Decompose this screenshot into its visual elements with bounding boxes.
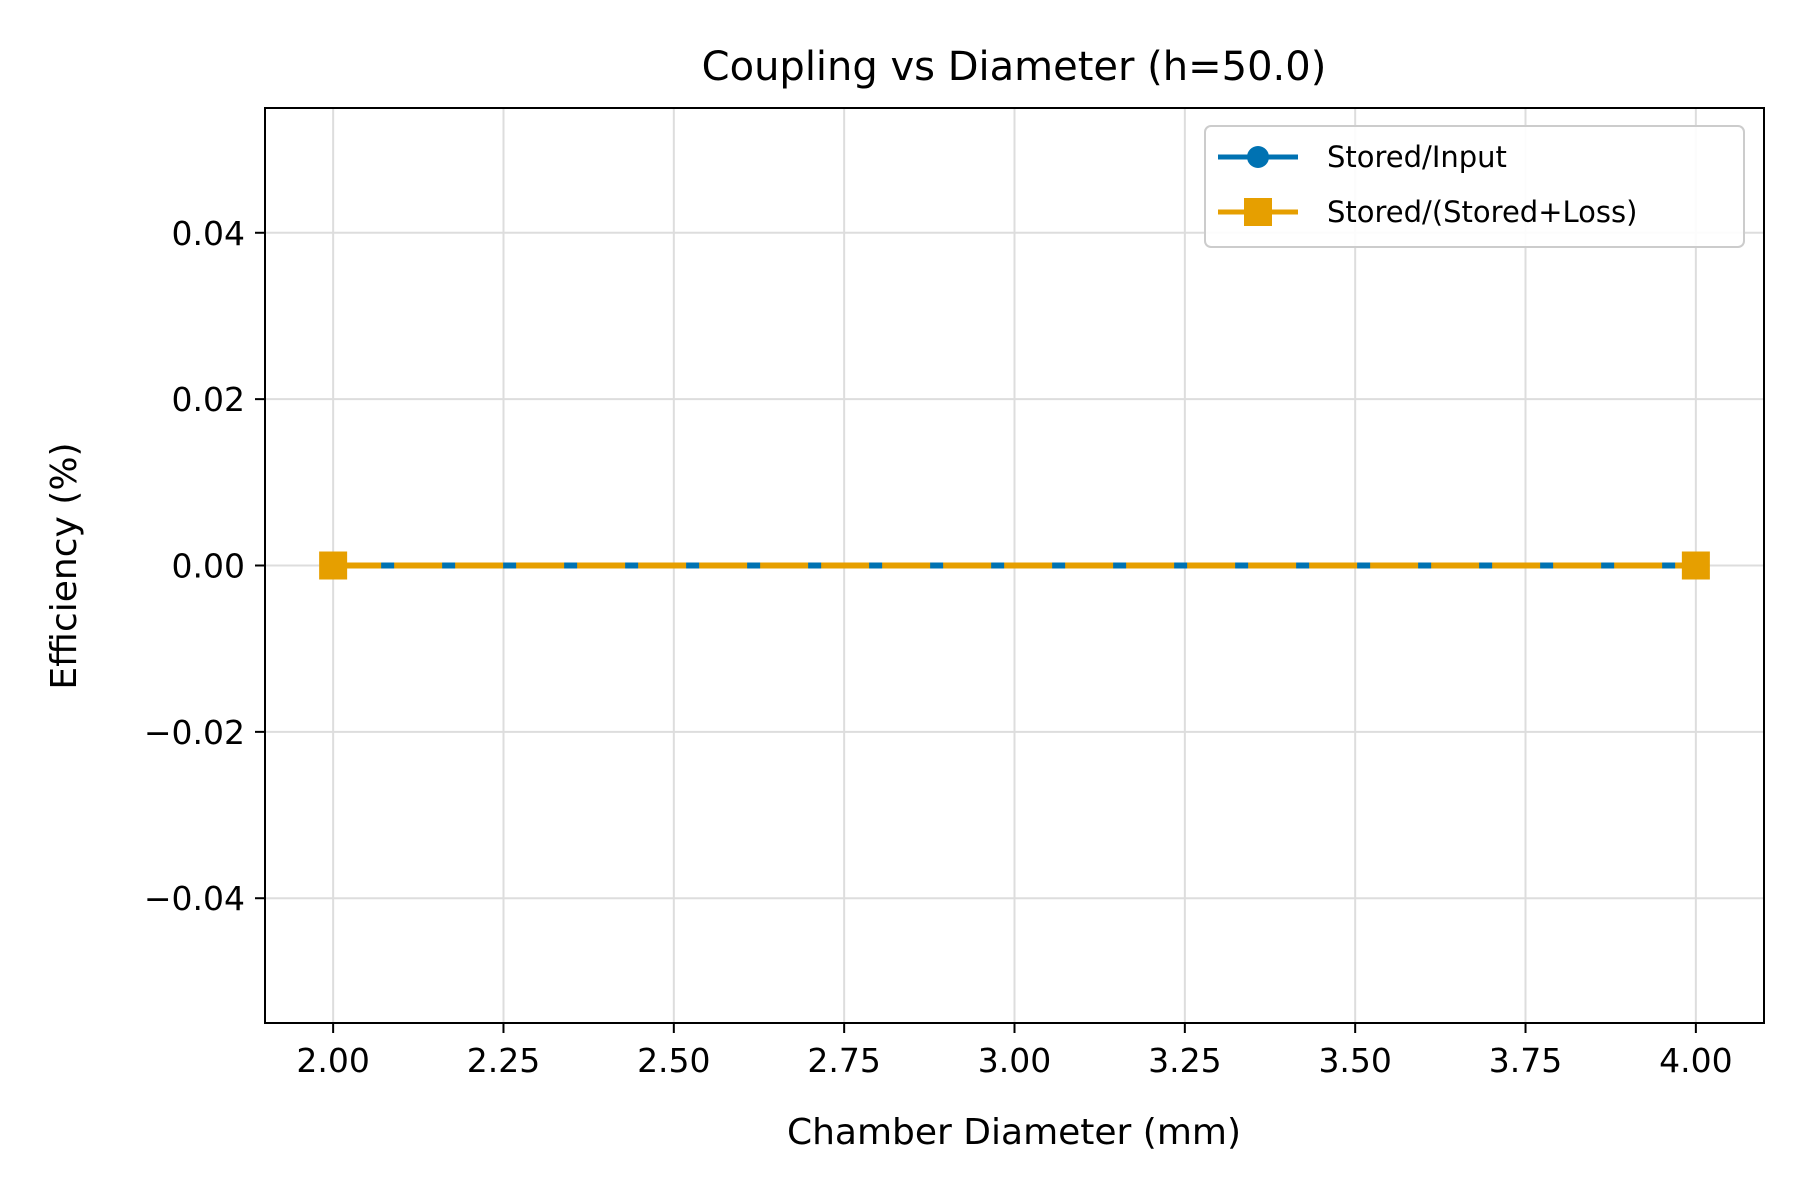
legend-frame xyxy=(1204,125,1745,248)
x-tick-label: 2.50 xyxy=(637,1041,710,1080)
data-point-stored-stored-loss xyxy=(319,551,348,580)
x-tick-label: 2.75 xyxy=(807,1041,880,1080)
legend-entry-stored-input: Stored/Input xyxy=(1218,140,1507,174)
data-point-stored-stored-loss xyxy=(1681,551,1710,580)
y-axis: −0.04 −0.02 0.00 0.02 0.04 xyxy=(144,214,265,918)
x-axis: 2.00 2.25 2.50 2.75 3.00 3.25 3.50 3.75 4.00 xyxy=(296,1023,1733,1080)
x-tick-label: 2.00 xyxy=(296,1041,369,1080)
y-tick-label: −0.04 xyxy=(144,879,245,918)
x-tick-label: 3.75 xyxy=(1489,1041,1562,1080)
legend: Stored/Input Stored/(Stored+Loss) xyxy=(1204,125,1745,248)
y-tick-label: 0.04 xyxy=(172,214,245,253)
series-layer xyxy=(319,551,1710,580)
x-axis-label: Chamber Diameter (mm) xyxy=(787,1112,1241,1153)
legend-marker-stored-stored-loss xyxy=(1244,198,1272,226)
y-tick-label: 0.02 xyxy=(172,380,245,419)
x-tick-label: 3.50 xyxy=(1318,1041,1391,1080)
y-tick-label: −0.02 xyxy=(144,713,245,752)
x-tick-label: 3.25 xyxy=(1148,1041,1221,1080)
x-tick-label: 2.25 xyxy=(467,1041,540,1080)
y-axis-label: Efficiency (%) xyxy=(44,442,85,689)
series-stored-stored-loss xyxy=(319,551,1710,580)
legend-label-stored-stored-loss: Stored/(Stored+Loss) xyxy=(1327,195,1637,229)
legend-entry-stored-stored-loss: Stored/(Stored+Loss) xyxy=(1218,195,1637,229)
x-tick-label: 4.00 xyxy=(1659,1041,1732,1080)
chart-title: Coupling vs Diameter (h=50.0) xyxy=(702,44,1327,90)
legend-marker-stored-input xyxy=(1247,146,1269,168)
y-tick-label: 0.00 xyxy=(172,547,245,586)
x-tick-label: 3.00 xyxy=(978,1041,1051,1080)
legend-label-stored-input: Stored/Input xyxy=(1327,140,1507,174)
